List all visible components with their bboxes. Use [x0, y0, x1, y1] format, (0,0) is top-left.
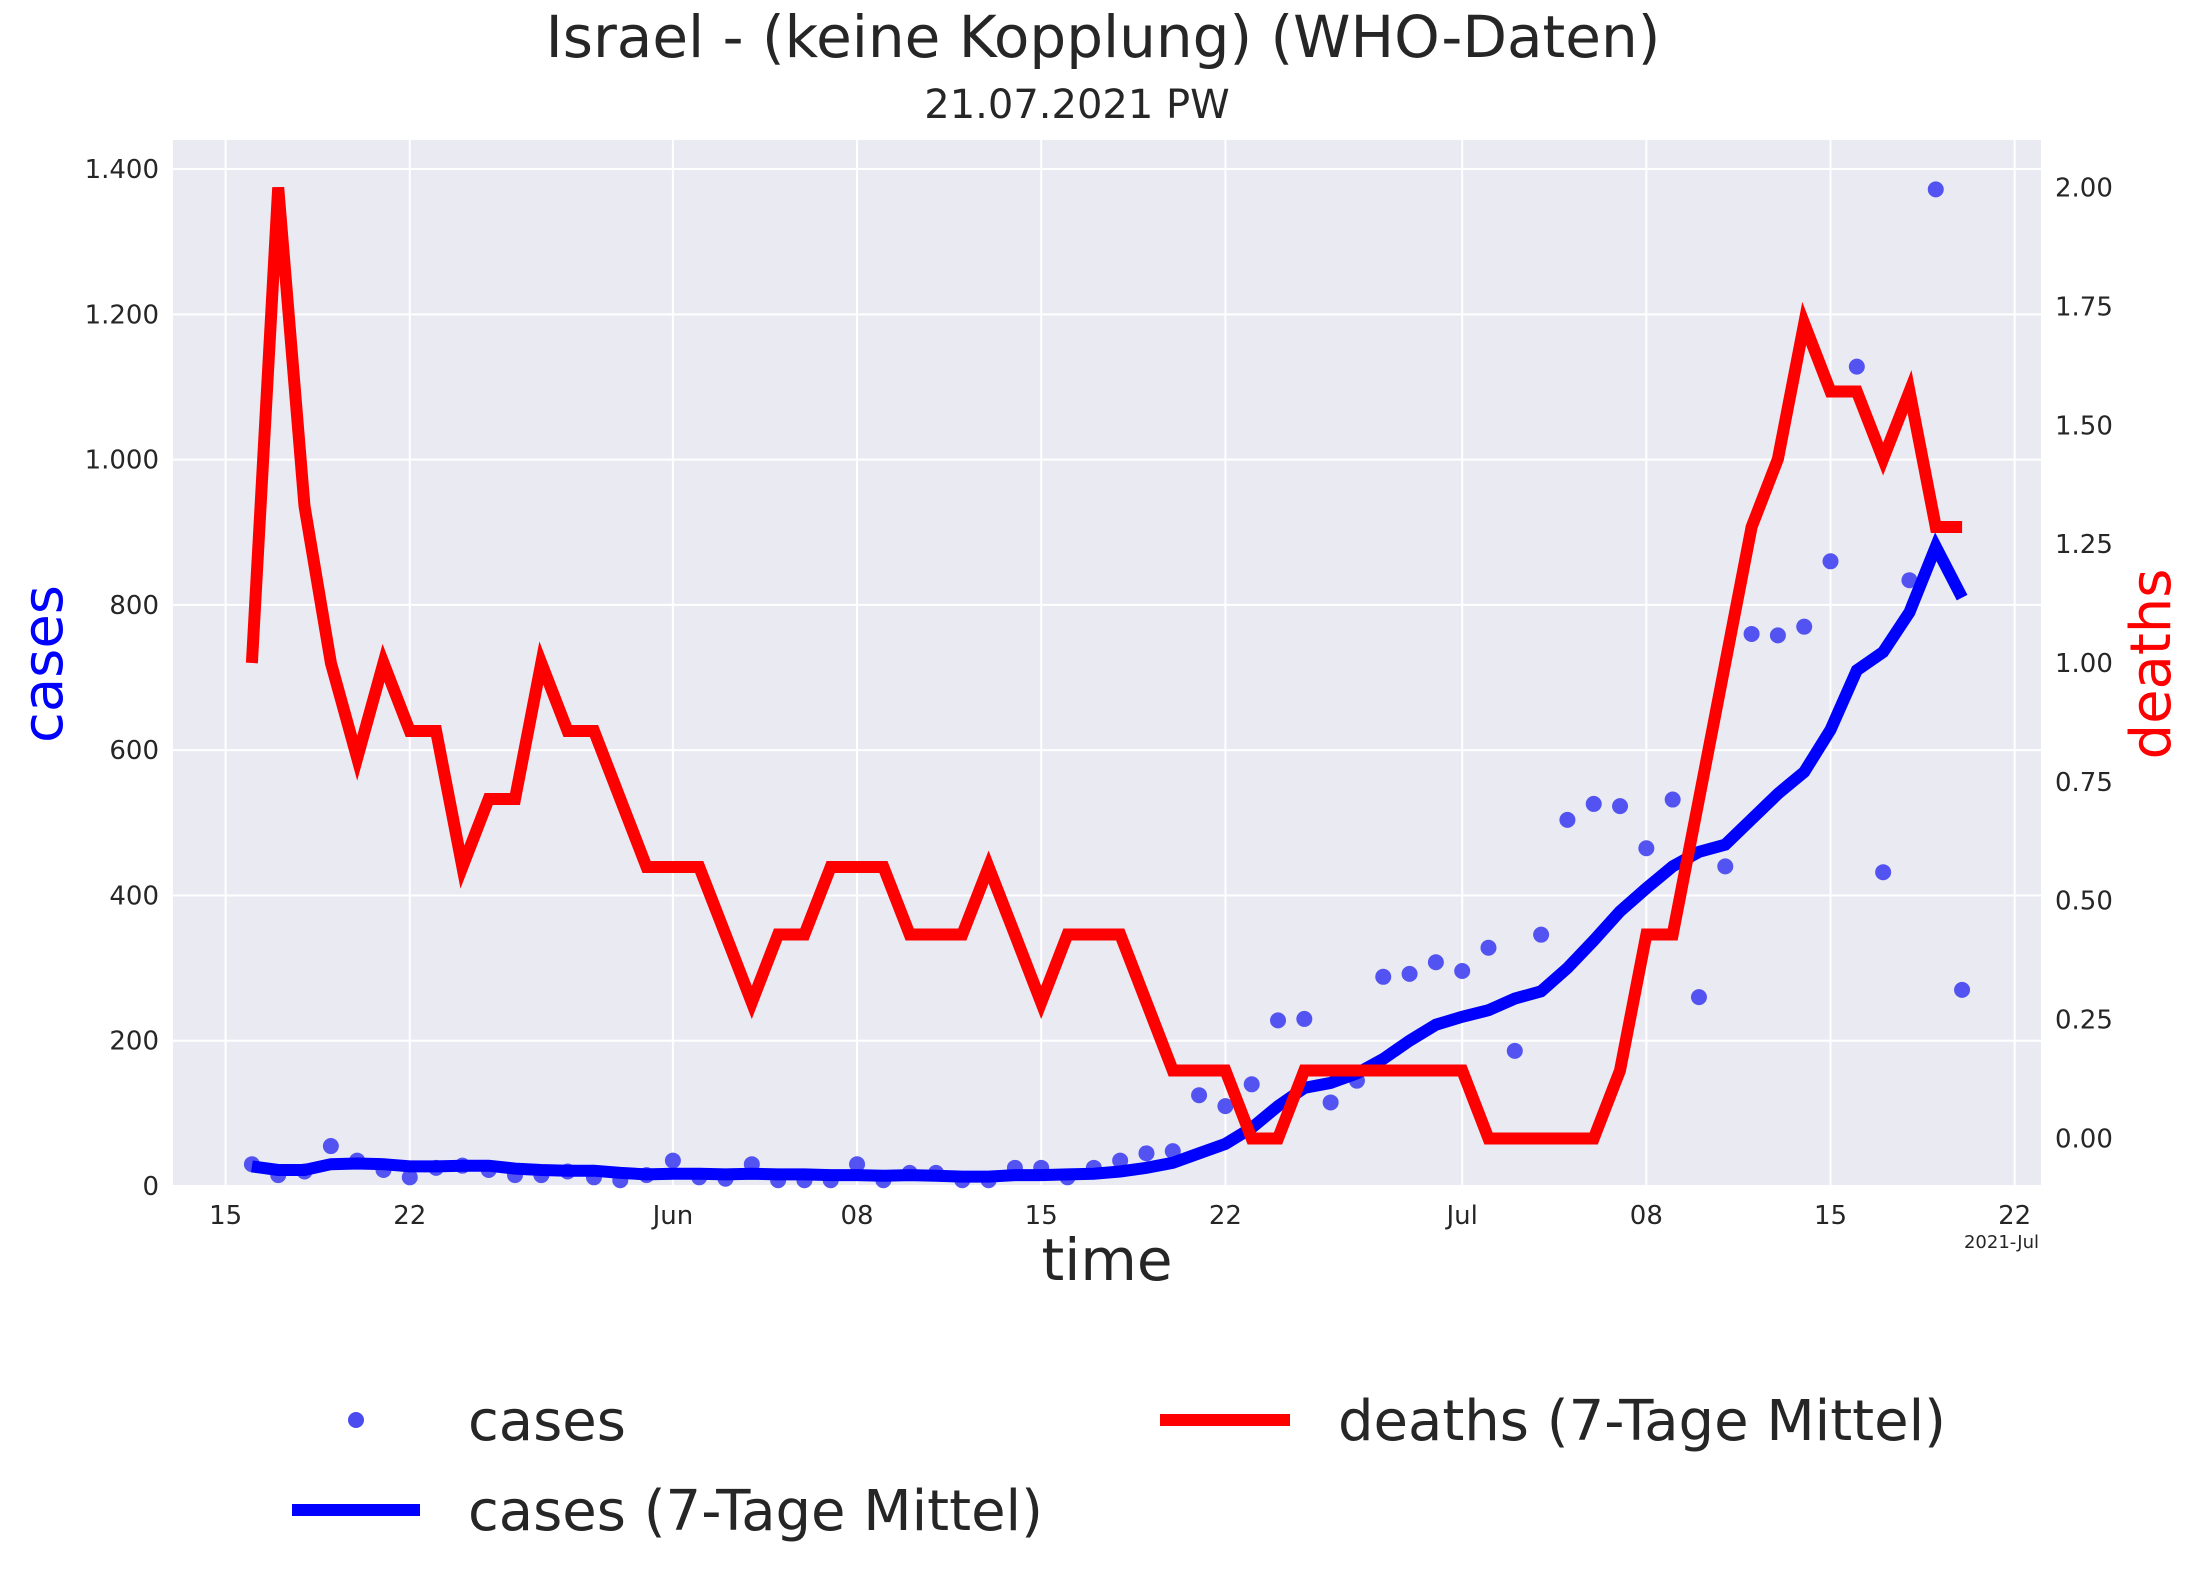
- cases-dot: [1901, 572, 1918, 589]
- legend: cases cases (7-Tage Mittel) deaths (7-Ta…: [292, 1389, 1946, 1544]
- y-right-tick-label: 1.50: [2055, 411, 2113, 441]
- cases-dot: [1217, 1098, 1234, 1115]
- y-left-tick-label: 200: [109, 1027, 159, 1057]
- cases-dot: [1427, 954, 1444, 971]
- cases-dot: [1796, 618, 1813, 635]
- cases-dot: [1559, 811, 1576, 828]
- deaths-7-day-average-line: [245, 187, 1963, 1145]
- y-left-tick-label: 1.200: [85, 300, 159, 330]
- cases-dot: [1506, 1042, 1523, 1059]
- legend-cases-marker: [348, 1412, 364, 1428]
- y-left-axis-label: cases: [11, 585, 76, 743]
- x-tick-label: 22: [393, 1201, 426, 1231]
- cases-dot: [322, 1138, 339, 1155]
- y-right-tick-label: 0.75: [2055, 768, 2113, 798]
- cases-dot: [849, 1156, 866, 1173]
- y-right-tick-label: 2.00: [2055, 174, 2113, 204]
- cases-dot: [1848, 358, 1865, 375]
- cases-dot: [1533, 926, 1550, 943]
- cases-dot: [1112, 1152, 1129, 1169]
- y-left-tick-label: 1.400: [85, 155, 159, 185]
- cases-dot: [1769, 627, 1786, 644]
- x-tick-label: 08: [841, 1201, 874, 1231]
- y-right-tick-label: 1.25: [2055, 530, 2113, 560]
- cases-dot: [664, 1152, 681, 1169]
- y-left-tick-label: 1.000: [85, 446, 159, 476]
- x-tick-label: 08: [1630, 1201, 1663, 1231]
- y-right-tick-label: 0.25: [2055, 1006, 2113, 1036]
- cases-dot: [1480, 939, 1497, 956]
- x-axis-corner-label: 2021-Jul: [1964, 1232, 2039, 1253]
- cases-dot: [1822, 553, 1839, 570]
- x-tick-label: 15: [1025, 1201, 1058, 1231]
- cases-dot: [1270, 1012, 1287, 1029]
- y-left-tick-label: 400: [109, 881, 159, 911]
- y-left-axis-ticks: 0 200 400 600 800 1.000 1.200 1.400: [85, 155, 159, 1202]
- cases-7-day-average-line: [251, 532, 1968, 1183]
- x-tick-label: Jun: [651, 1201, 694, 1231]
- chart-subtitle: 21.07.2021 PW: [924, 82, 1229, 128]
- cases-dot: [1927, 181, 1944, 198]
- cases-dot: [1138, 1145, 1155, 1162]
- plot-area: [173, 140, 2041, 1186]
- cases-dot: [1743, 625, 1760, 642]
- x-tick-label: Jul: [1444, 1201, 1477, 1231]
- x-tick-label: 15: [209, 1201, 242, 1231]
- x-tick-label: 22: [1998, 1201, 2031, 1231]
- cases-dot: [1243, 1076, 1260, 1093]
- y-right-tick-label: 0.00: [2055, 1124, 2113, 1154]
- y-right-axis-label: deaths: [2119, 569, 2184, 760]
- y-left-tick-label: 0: [142, 1172, 159, 1202]
- cases-dot: [1401, 965, 1418, 982]
- y-right-tick-label: 1.75: [2055, 292, 2113, 322]
- chart-title: Israel - (keine Kopplung) (WHO-Daten): [546, 3, 1661, 71]
- x-tick-label: 22: [1209, 1201, 1242, 1231]
- cases-dot: [1585, 795, 1602, 812]
- cases-dot: [1191, 1087, 1208, 1104]
- cases-dot: [1296, 1010, 1313, 1027]
- legend-cases-label: cases: [468, 1389, 626, 1454]
- cases-dot: [401, 1169, 418, 1186]
- cases-dot: [1717, 858, 1734, 875]
- legend-deaths-avg-label: deaths (7-Tage Mittel): [1338, 1389, 1946, 1454]
- cases-dot: [1612, 798, 1629, 815]
- x-tick-label: 15: [1814, 1201, 1847, 1231]
- cases-dot: [1375, 968, 1392, 985]
- y-right-tick-label: 1.00: [2055, 649, 2113, 679]
- cases-dot: [1875, 864, 1892, 881]
- y-left-tick-label: 600: [109, 736, 159, 766]
- cases-dot: [1664, 791, 1681, 808]
- cases-dot: [1322, 1094, 1339, 1111]
- line-series: [245, 187, 1968, 1183]
- cases-dot: [1638, 840, 1655, 857]
- x-axis-ticks: 15 22 Jun 08 15 22 Jul 08 15 22: [209, 1201, 2031, 1231]
- legend-cases-avg-label: cases (7-Tage Mittel): [468, 1479, 1043, 1544]
- cases-dot: [1690, 989, 1707, 1006]
- cases-dot: [1954, 981, 1971, 998]
- y-left-tick-label: 800: [109, 591, 159, 621]
- y-right-tick-label: 0.50: [2055, 887, 2113, 917]
- grid-lines: [173, 140, 2041, 1187]
- cases-dot: [1454, 962, 1471, 979]
- y-right-axis-ticks: 0.00 0.25 0.50 0.75 1.00 1.25 1.50 1.75 2.00: [2055, 174, 2113, 1155]
- x-axis-label: time: [1041, 1226, 1172, 1294]
